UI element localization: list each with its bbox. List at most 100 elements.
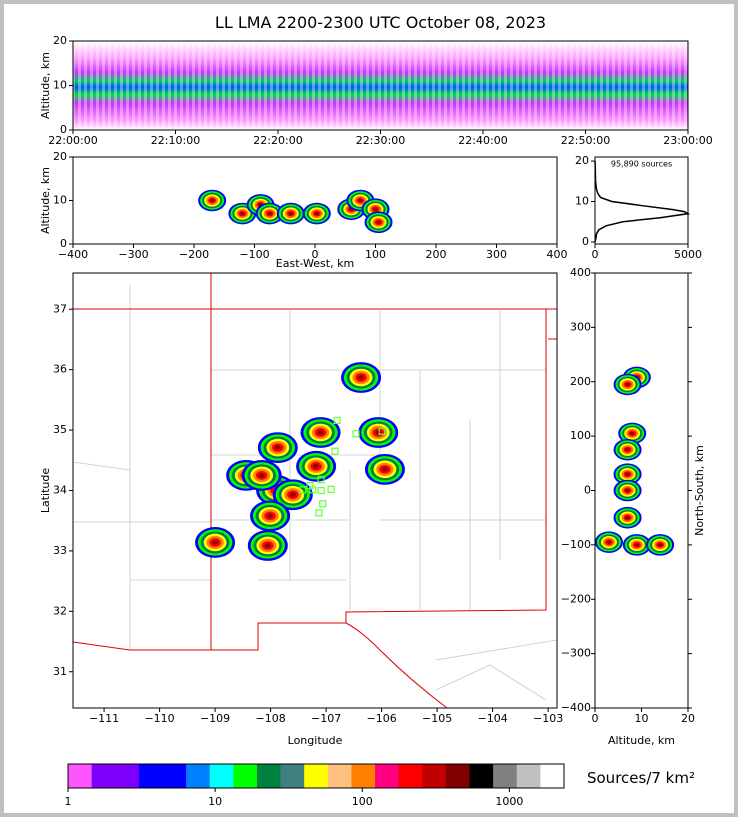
- source-density: [212, 540, 218, 545]
- source-density: [358, 198, 363, 203]
- colorbar-cell: [516, 764, 541, 788]
- source-density: [240, 212, 245, 216]
- station: [317, 486, 325, 495]
- colorbar-cell: [398, 764, 423, 788]
- y-axis-label: Altitude, km: [39, 52, 52, 119]
- source-density: [274, 445, 281, 450]
- source-density: [210, 198, 215, 203]
- y-axis-label: North-South, km: [693, 445, 706, 536]
- colorbar-cell: [375, 764, 399, 788]
- colorbar-tick-label: 1000: [495, 795, 523, 808]
- source-density: [267, 513, 273, 519]
- state-lines: [72, 273, 557, 709]
- station: [327, 485, 335, 493]
- source-density: [630, 431, 635, 435]
- y-tick-label: 20: [53, 150, 67, 163]
- station: [331, 447, 339, 455]
- colorbar-cell: [256, 764, 281, 788]
- y-tick-label: 20: [53, 34, 67, 47]
- x-tick-label: 22:00:00: [48, 134, 97, 147]
- station: [378, 427, 386, 435]
- y-tick-label: 10: [575, 195, 589, 208]
- x-axis-label: Altitude, km: [608, 734, 675, 747]
- y-tick-label: −400: [561, 701, 591, 714]
- axes-frame: [594, 156, 689, 245]
- colorbar-tick-label: 10: [208, 795, 222, 808]
- colorbar-cell: [493, 764, 518, 788]
- x-tick-label: 100: [365, 248, 386, 261]
- colorbar-cell: [304, 764, 329, 788]
- colorbar-tick-label: 1: [65, 795, 72, 808]
- source-density: [606, 540, 611, 544]
- y-tick-label: 37: [53, 302, 67, 315]
- source-density: [373, 207, 378, 211]
- source-density: [625, 472, 630, 476]
- density-texture: [73, 41, 688, 130]
- x-axis-label: East-West, km: [276, 257, 354, 270]
- x-tick-label: −103: [533, 712, 563, 725]
- colorbar-cell: [138, 764, 163, 788]
- source-density: [634, 543, 639, 547]
- y-tick-label: 0: [582, 235, 589, 248]
- y-tick-label: 32: [53, 604, 67, 617]
- y-tick-label: 10: [53, 79, 67, 92]
- y-tick-label: 34: [53, 484, 67, 497]
- y-tick-label: 33: [53, 544, 67, 557]
- source-density: [358, 375, 364, 380]
- x-tick-label: 10: [635, 712, 649, 725]
- x-tick-label: −106: [366, 712, 396, 725]
- colorbar-tick-label: 100: [352, 795, 373, 808]
- station: [319, 500, 327, 508]
- colorbar-cell: [162, 764, 187, 788]
- x-tick-label: −200: [179, 248, 209, 261]
- station: [317, 476, 325, 484]
- y-tick-label: 100: [570, 429, 591, 442]
- station: [333, 416, 341, 425]
- colorbar-cell: [186, 764, 211, 788]
- source-density: [625, 382, 630, 387]
- altitude-profile: [594, 161, 691, 243]
- source-density: [258, 473, 265, 478]
- x-tick-label: 200: [426, 248, 447, 261]
- colorbar-cell: [280, 764, 305, 788]
- colorbar-label: Sources/7 km²: [587, 769, 695, 787]
- y-tick-label: 300: [570, 320, 591, 333]
- y-tick-label: 200: [570, 375, 591, 388]
- x-tick-label: 23:00:00: [663, 134, 712, 147]
- x-tick-label: −100: [239, 248, 269, 261]
- y-axis-label: Latitude: [39, 468, 52, 514]
- source-density: [313, 464, 319, 469]
- x-tick-label: 20: [681, 712, 695, 725]
- colorbar-frame: [67, 763, 565, 789]
- colorbar-cell: [351, 764, 376, 788]
- x-tick-label: 0: [592, 248, 599, 261]
- y-tick-label: 36: [53, 363, 67, 376]
- colorbar-cell: [68, 764, 92, 788]
- y-tick-label: 20: [575, 154, 589, 167]
- colorbar-cell: [327, 764, 352, 788]
- x-tick-label: −110: [144, 712, 174, 725]
- y-tick-label: 10: [53, 194, 67, 207]
- x-tick-label: 0: [592, 712, 599, 725]
- y-tick-label: 0: [60, 237, 67, 250]
- source-density: [314, 212, 319, 216]
- source-density: [625, 516, 630, 520]
- station: [309, 486, 317, 494]
- y-tick-label: −300: [561, 647, 591, 660]
- colorbar-cell: [422, 764, 447, 788]
- x-axis-label: Longitude: [288, 734, 343, 747]
- source-density: [264, 543, 271, 548]
- y-tick-label: 0: [584, 484, 591, 497]
- y-tick-label: −100: [561, 538, 591, 551]
- source-density: [625, 448, 630, 452]
- y-tick-label: 35: [53, 423, 67, 436]
- source-density: [289, 492, 296, 497]
- source-density: [376, 220, 381, 224]
- y-tick-label: 31: [53, 665, 67, 678]
- x-tick-label: 22:40:00: [458, 134, 507, 147]
- colorbar-cell: [115, 764, 140, 788]
- x-tick-label: 0: [312, 248, 319, 261]
- colorbar-cell: [209, 764, 234, 788]
